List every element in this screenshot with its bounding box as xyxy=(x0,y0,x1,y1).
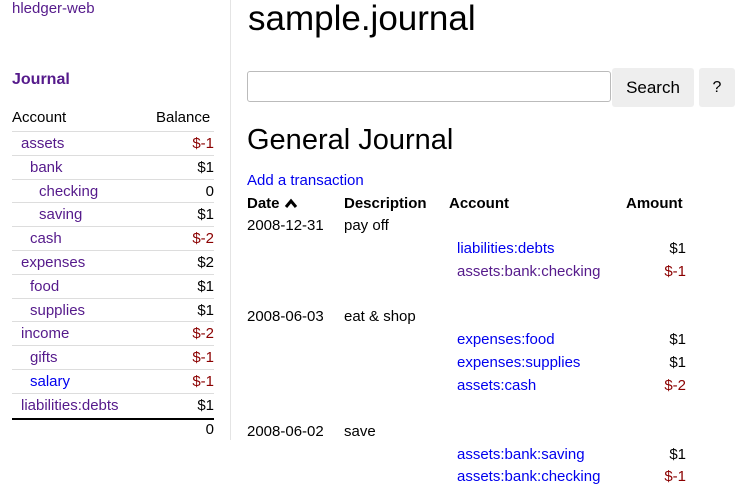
account-header: Account xyxy=(12,109,67,126)
account-row: cash $-2 xyxy=(12,226,214,250)
account-link[interactable]: supplies xyxy=(30,301,86,319)
search-input[interactable] xyxy=(247,71,611,102)
posting-account-link[interactable]: assets:bank:saving xyxy=(457,445,585,463)
journal-link[interactable]: Journal xyxy=(12,71,70,88)
sidebar: hledger-web Journal Account Balance asse… xyxy=(0,0,231,440)
posting-amount: $-1 xyxy=(664,468,686,486)
posting-amount: $1 xyxy=(669,331,686,349)
posting-amount: $1 xyxy=(669,445,686,463)
amount-column-header: Amount xyxy=(626,195,683,212)
account-link[interactable]: income xyxy=(21,325,70,343)
account-balance: $1 xyxy=(197,277,214,295)
app-home-link[interactable]: hledger-web xyxy=(12,0,95,17)
search-button[interactable]: Search xyxy=(612,68,694,107)
account-link[interactable]: food xyxy=(30,277,60,295)
date-column-header[interactable]: Date xyxy=(247,194,298,214)
transaction-date: 2008-06-02 xyxy=(247,422,324,440)
account-balance: $2 xyxy=(197,254,214,271)
account-row: gifts $-1 xyxy=(12,345,214,369)
balance-header: Balance xyxy=(156,109,211,126)
account-link[interactable]: expenses xyxy=(21,254,86,271)
help-button[interactable]: ? xyxy=(699,68,735,107)
account-row: salary $-1 xyxy=(12,369,214,393)
account-balance: $1 xyxy=(197,396,214,414)
account-balance: $1 xyxy=(197,301,214,319)
page-title: sample.journal xyxy=(248,0,476,38)
posting-account-link[interactable]: expenses:supplies xyxy=(457,354,581,372)
posting-account-link[interactable]: liabilities:debts xyxy=(457,240,555,257)
account-link[interactable]: saving xyxy=(39,206,83,224)
account-balance: $1 xyxy=(197,206,214,224)
account-row: expenses $2 xyxy=(12,250,214,274)
total-divider xyxy=(12,418,214,420)
account-row: bank $1 xyxy=(12,154,214,179)
account-link[interactable]: cash xyxy=(30,230,62,248)
account-balance: $-1 xyxy=(192,135,214,152)
journal-heading: General Journal xyxy=(247,124,454,156)
posting-account-link[interactable]: assets:bank:checking xyxy=(457,262,601,280)
account-link[interactable]: liabilities:debts xyxy=(21,396,119,414)
transaction-description: save xyxy=(344,422,376,440)
account-row: supplies $1 xyxy=(12,297,214,322)
account-balance: $-1 xyxy=(192,349,214,367)
date-header-label: Date xyxy=(247,195,280,212)
caret-up-icon xyxy=(284,198,297,208)
account-row: assets $-1 xyxy=(12,131,214,155)
posting-account-link[interactable]: assets:cash xyxy=(457,376,537,394)
posting-account-link[interactable]: expenses:food xyxy=(457,331,555,349)
account-balance: $-1 xyxy=(192,373,214,390)
posting-amount: $-2 xyxy=(664,376,686,394)
posting-account-link[interactable]: assets:bank:checking xyxy=(457,468,601,486)
account-row: income $-2 xyxy=(12,321,214,345)
account-row: food $1 xyxy=(12,273,214,298)
transaction-date: 2008-12-31 xyxy=(247,217,324,234)
account-column-header: Account xyxy=(449,195,509,212)
account-link[interactable]: checking xyxy=(39,182,99,200)
account-row: saving $1 xyxy=(12,202,214,226)
account-link[interactable]: gifts xyxy=(30,349,58,367)
posting-amount: $1 xyxy=(669,240,686,257)
account-row: checking 0 xyxy=(12,178,214,203)
posting-amount: $-1 xyxy=(664,262,686,280)
account-balance: $-2 xyxy=(192,325,214,343)
account-balance: $-2 xyxy=(192,230,214,248)
total-balance: 0 xyxy=(205,421,214,438)
transaction-date: 2008-06-03 xyxy=(247,308,324,326)
transaction-description: eat & shop xyxy=(344,308,416,326)
account-row: liabilities:debts $1 xyxy=(12,392,214,417)
account-balance: $1 xyxy=(197,158,214,176)
account-link[interactable]: bank xyxy=(30,158,63,176)
description-column-header: Description xyxy=(344,195,427,212)
account-link[interactable]: assets xyxy=(21,135,65,152)
transaction-description: pay off xyxy=(344,217,389,234)
account-link[interactable]: salary xyxy=(30,373,71,390)
account-balance: 0 xyxy=(205,182,214,200)
posting-amount: $1 xyxy=(669,354,686,372)
add-transaction-link[interactable]: Add a transaction xyxy=(247,172,364,189)
